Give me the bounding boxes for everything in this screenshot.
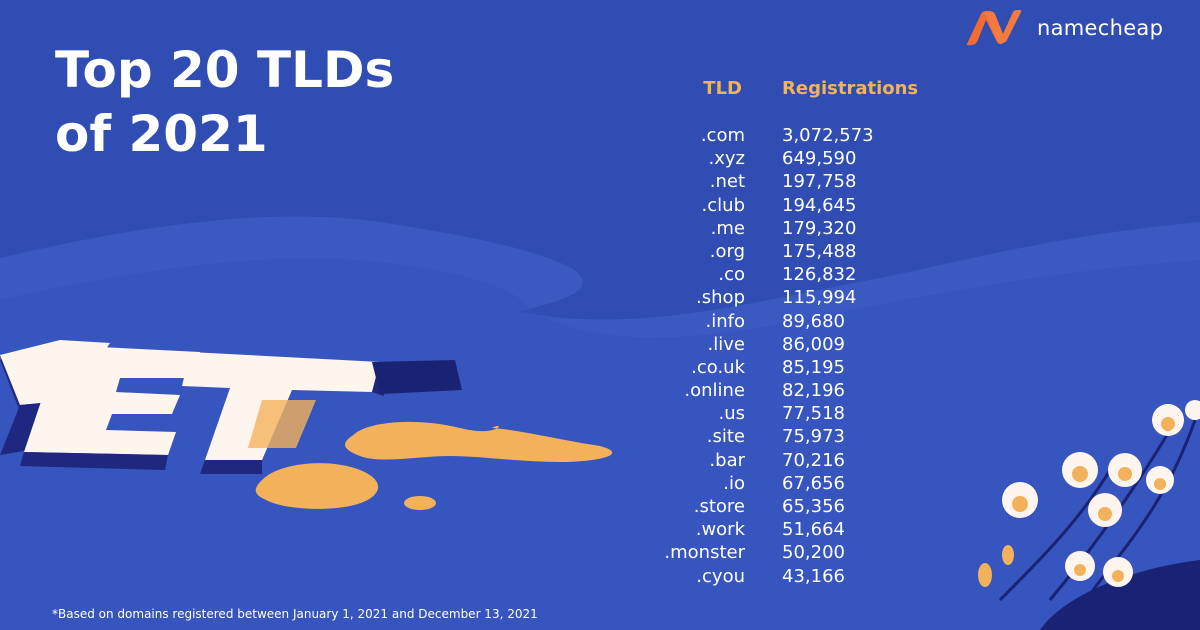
tld-name: .live [707, 333, 745, 355]
title-line-2: of 2021 [55, 105, 268, 163]
tld-name: .cyou [696, 565, 745, 587]
registration-count: 126,832 [782, 264, 857, 286]
tld-name: .xyz [708, 148, 745, 170]
registration-count: 194,645 [782, 194, 857, 216]
registration-count: 3,072,573 [782, 125, 874, 146]
brand-name: namecheap [1037, 16, 1164, 40]
tld-name: .online [684, 380, 745, 402]
registration-count: 82,196 [782, 380, 845, 402]
tld-name: .club [701, 194, 745, 216]
header-tld: TLD [703, 78, 742, 99]
tld-name: .org [709, 240, 745, 262]
tld-table: TLD Registrations .com 3,072,573 .xyz 649,5… [640, 78, 918, 588]
page-title: Top 20 TLDs of 2021 [55, 38, 394, 166]
table-row: .site 75,973 [640, 425, 918, 448]
registration-count: 197,758 [782, 171, 857, 193]
tld-name: .info [705, 310, 745, 332]
table-row: .cyou 43,166 [640, 565, 918, 588]
table-body: .com 3,072,573 .xyz 649,590 .net 197,758 .club… [640, 124, 918, 588]
table-header: TLD Registrations [640, 78, 918, 102]
table-row: .io 67,656 [640, 472, 918, 495]
flowers-illustration [978, 400, 1200, 630]
table-row: .co.uk 85,195 [640, 356, 918, 379]
table-row: .com 3,072,573 [640, 124, 918, 147]
registration-count: 65,356 [782, 496, 845, 517]
table-row: .store 65,356 [640, 495, 918, 518]
registration-count: 179,320 [782, 217, 857, 239]
table-row: .bar 70,216 [640, 449, 918, 472]
registration-count: 85,195 [782, 356, 845, 378]
registration-count: 175,488 [782, 240, 857, 262]
registration-count: 86,009 [782, 333, 845, 355]
registration-count: 75,973 [782, 426, 845, 448]
namecheap-logo-icon [966, 10, 1022, 46]
tld-name: .store [693, 496, 745, 517]
tld-name: .me [710, 217, 745, 239]
orange-blob-large [345, 421, 613, 462]
registration-count: 67,656 [782, 472, 845, 494]
brand-logo: namecheap [963, 10, 1163, 46]
table-row: .co 126,832 [640, 263, 918, 286]
header-registrations: Registrations [782, 78, 919, 99]
table-row: .live 86,009 [640, 333, 918, 356]
tld-name: .com [700, 125, 745, 146]
background-wave-inner [0, 258, 1200, 630]
tld-name: .us [718, 403, 745, 425]
table-row: .shop 115,994 [640, 286, 918, 309]
registration-count: 43,166 [782, 565, 845, 587]
orange-blob-small [404, 496, 436, 510]
registration-count: 89,680 [782, 310, 845, 332]
table-row: .xyz 649,590 [640, 147, 918, 170]
net-letters-icon [0, 340, 462, 474]
registration-count: 115,994 [782, 287, 857, 309]
registration-count: 70,216 [782, 449, 845, 471]
tld-name: .io [723, 472, 745, 494]
footnote: *Based on domains registered between Jan… [52, 607, 538, 621]
tld-name: .site [706, 426, 745, 448]
table-row: .me 179,320 [640, 217, 918, 240]
registration-count: 51,664 [782, 519, 845, 541]
tld-name: .shop [696, 287, 745, 309]
tld-name: .bar [709, 449, 745, 471]
tld-name: .co [718, 264, 745, 286]
table-row: .info 89,680 [640, 310, 918, 333]
table-row: .work 51,664 [640, 518, 918, 541]
registration-count: 649,590 [782, 148, 857, 170]
table-row: .us 77,518 [640, 402, 918, 425]
table-row: .club 194,645 [640, 194, 918, 217]
table-row: .net 197,758 [640, 170, 918, 193]
registration-count: 77,518 [782, 403, 845, 425]
table-row: .monster 50,200 [640, 541, 918, 564]
title-line-1: Top 20 TLDs [55, 41, 395, 99]
tld-name: .monster [664, 542, 745, 564]
table-row: .org 175,488 [640, 240, 918, 263]
table-row: .online 82,196 [640, 379, 918, 402]
tld-name: .work [695, 519, 745, 541]
tld-name: .co.uk [691, 356, 745, 378]
tld-name: .net [709, 171, 745, 193]
registration-count: 50,200 [782, 542, 845, 564]
orange-blob-medium [255, 463, 379, 509]
